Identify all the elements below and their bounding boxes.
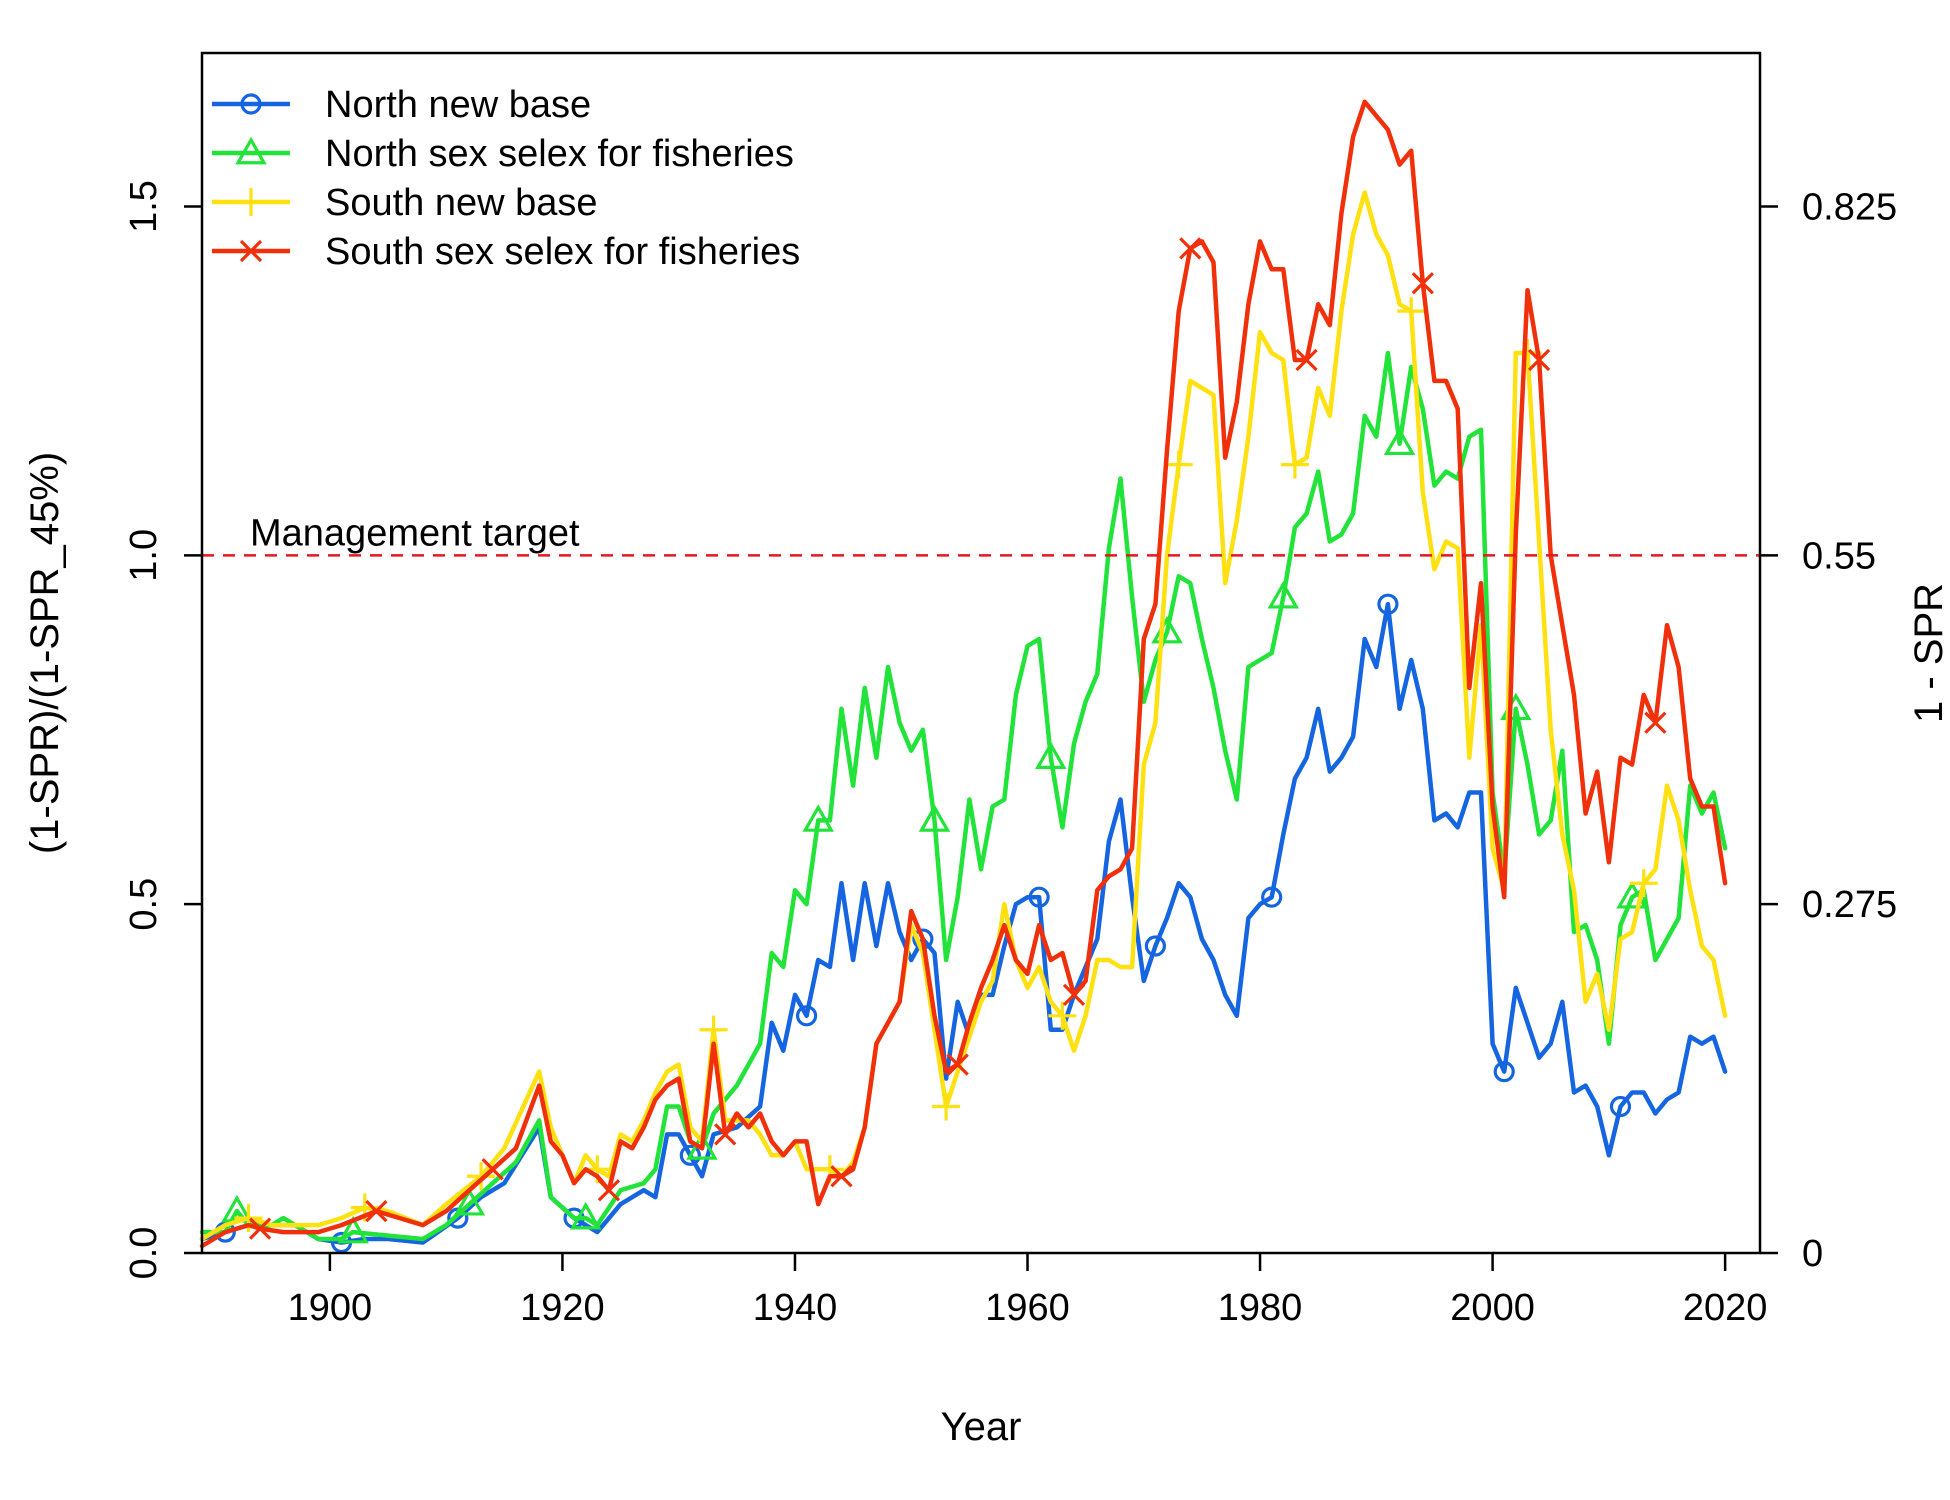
point-south-sex-selex-for-fisheries-1894 <box>249 1217 272 1240</box>
management-target-label: Management target <box>250 512 580 554</box>
y-left-tick-label-0.0: 0.0 <box>123 1227 165 1280</box>
y-axis-right-title: 1 - SPR <box>1907 583 1950 723</box>
y-right-tick-label-0: 0 <box>1802 1233 1823 1275</box>
point-north-sex-selex-for-fisheries-1992 <box>1383 427 1416 456</box>
y-left-tick-label-0.5: 0.5 <box>123 878 165 931</box>
x-axis: 1900 1920 1940 1960 1980 2000 2020 <box>288 1253 1768 1329</box>
x-tick-label-2000: 2000 <box>1450 1287 1535 1329</box>
x-axis-title: Year <box>941 1405 1022 1449</box>
y-right-tick-label-0.55: 0.55 <box>1802 535 1876 577</box>
point-north-sex-selex-for-fisheries-1912 <box>453 1187 486 1216</box>
legend-marker-north-sex-selex-for-fisheries <box>235 136 267 165</box>
point-south-sex-selex-for-fisheries-1964 <box>1062 983 1086 1006</box>
legend-marker-north-new-base <box>240 93 262 115</box>
point-north-new-base-1941 <box>795 1005 818 1027</box>
y-axis-left-title: (1-SPR)/(1-SPR_45%) <box>23 452 67 854</box>
x-tick-label-1920: 1920 <box>520 1287 605 1329</box>
point-north-sex-selex-for-fisheries-1942 <box>802 804 834 832</box>
point-north-new-base-1971 <box>1144 935 1167 957</box>
point-north-new-base-2011 <box>1609 1095 1632 1118</box>
x-tick-label-2020: 2020 <box>1683 1287 1768 1329</box>
series-north-sex-selex-for-fisheries <box>199 350 1728 1244</box>
legend-label-north-sex-selex-for-fisheries: North sex selex for fisheries <box>325 133 794 175</box>
point-south-new-base-1913 <box>467 1162 496 1191</box>
legend-label-south-sex-selex-for-fisheries: South sex selex for fisheries <box>325 231 800 273</box>
point-south-new-base-1953 <box>932 1092 961 1121</box>
point-south-new-base-1893 <box>234 1204 263 1233</box>
x-tick-label-1900: 1900 <box>288 1287 373 1329</box>
point-south-new-base-1993 <box>1397 297 1426 326</box>
reference-line-layer: Management target <box>202 512 1760 557</box>
point-north-sex-selex-for-fisheries-1982 <box>1267 580 1300 609</box>
point-north-new-base-1931 <box>679 1144 701 1166</box>
legend-marker-south-new-base <box>237 188 265 216</box>
legend-label-south-new-base: South new base <box>325 182 598 224</box>
y-right-tick-label-0.825: 0.825 <box>1802 186 1897 228</box>
series-south-sex-selex-for-fisheries <box>199 99 1728 1249</box>
x-tick-label-1980: 1980 <box>1218 1287 1303 1329</box>
point-south-sex-selex-for-fisheries-1944 <box>830 1165 853 1188</box>
point-south-sex-selex-for-fisheries-2014 <box>1644 711 1667 734</box>
point-south-new-base-1933 <box>699 1015 728 1044</box>
legend: North new base North sex selex for fisher… <box>212 84 800 273</box>
y-right-tick-label-0.275: 0.275 <box>1802 884 1897 926</box>
series-line-south-new-base <box>199 190 1728 1242</box>
point-south-sex-selex-for-fisheries-1914 <box>481 1158 504 1181</box>
point-south-sex-selex-for-fisheries-1924 <box>597 1179 621 1202</box>
series-north-new-base <box>199 593 1728 1254</box>
point-south-new-base-1973 <box>1164 450 1193 479</box>
point-south-sex-selex-for-fisheries-1954 <box>946 1053 969 1076</box>
point-south-new-base-1983 <box>1280 450 1309 479</box>
series-south-new-base <box>199 190 1728 1242</box>
point-south-sex-selex-for-fisheries-1994 <box>1411 272 1434 295</box>
point-north-sex-selex-for-fisheries-1962 <box>1035 741 1067 770</box>
point-south-sex-selex-for-fisheries-2004 <box>1527 348 1551 372</box>
y-left-tick-label-1.0: 1.0 <box>123 529 165 582</box>
point-south-sex-selex-for-fisheries-1974 <box>1179 237 1202 260</box>
point-south-sex-selex-for-fisheries-1984 <box>1295 348 1318 372</box>
point-south-new-base-2013 <box>1629 869 1658 898</box>
y-axis-left: 0.0 0.5 1.0 1.5 <box>123 180 202 1279</box>
x-tick-label-1960: 1960 <box>985 1287 1070 1329</box>
x-tick-label-1940: 1940 <box>753 1287 838 1329</box>
y-axis-right: 0 0.275 0.55 0.825 <box>1760 186 1897 1275</box>
point-south-sex-selex-for-fisheries-1904 <box>365 1200 388 1223</box>
point-south-sex-selex-for-fisheries-1934 <box>714 1123 737 1146</box>
legend-marker-south-sex-selex-for-fisheries <box>239 239 263 263</box>
point-north-sex-selex-for-fisheries-1922 <box>569 1201 602 1230</box>
series-layer <box>199 99 1728 1254</box>
point-north-sex-selex-for-fisheries-1952 <box>918 804 951 832</box>
point-south-new-base-1963 <box>1048 1001 1077 1030</box>
legend-label-north-new-base: North new base <box>325 84 591 126</box>
point-north-sex-selex-for-fisheries-1902 <box>337 1215 369 1244</box>
series-line-north-new-base <box>199 601 1728 1245</box>
series-line-north-sex-selex-for-fisheries <box>199 350 1728 1242</box>
y-left-tick-label-1.5: 1.5 <box>123 180 165 233</box>
point-north-new-base-1991 <box>1377 593 1399 615</box>
plot-frame <box>200 51 1762 1255</box>
point-north-new-base-1961 <box>1028 886 1050 908</box>
point-north-new-base-2001 <box>1493 1061 1515 1083</box>
point-north-new-base-1981 <box>1261 886 1283 908</box>
